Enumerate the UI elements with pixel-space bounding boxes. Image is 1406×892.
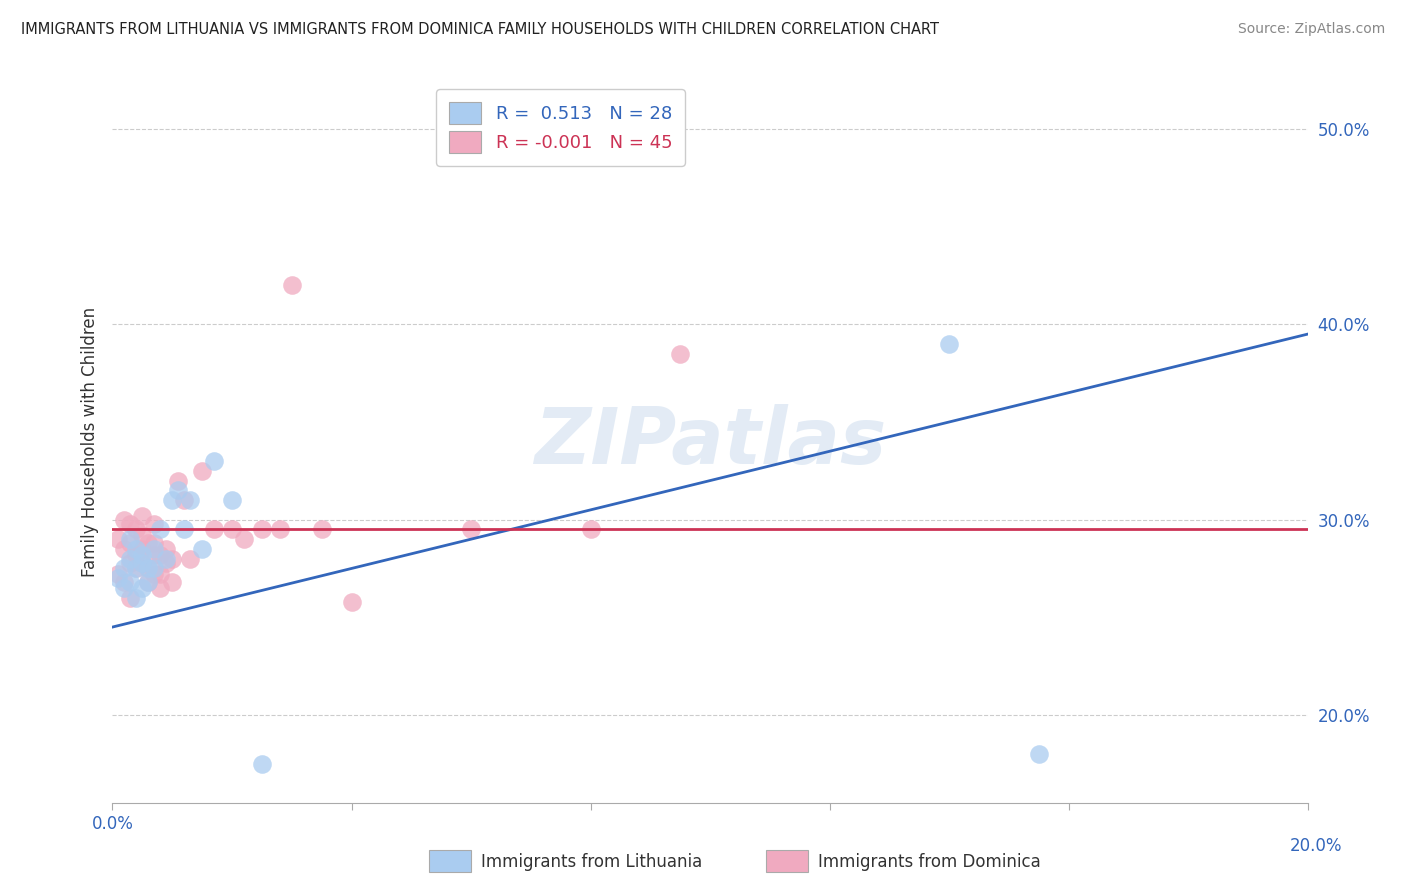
Point <box>120 516 142 531</box>
Point <box>162 575 183 590</box>
Point <box>125 548 148 562</box>
Y-axis label: Family Households with Children: Family Households with Children <box>80 307 98 576</box>
Point <box>179 493 201 508</box>
Text: IMMIGRANTS FROM LITHUANIA VS IMMIGRANTS FROM DOMINICA FAMILY HOUSEHOLDS WITH CHI: IMMIGRANTS FROM LITHUANIA VS IMMIGRANTS … <box>21 22 939 37</box>
Point <box>155 556 177 570</box>
Point <box>250 523 273 537</box>
Text: 20.0%: 20.0% <box>1291 837 1343 855</box>
Point <box>221 493 243 508</box>
Point <box>120 575 142 590</box>
Point <box>125 561 148 575</box>
Point <box>114 561 135 575</box>
Point <box>143 541 166 556</box>
Point <box>120 591 142 605</box>
Point <box>149 567 172 582</box>
Point <box>143 548 166 562</box>
Point <box>162 493 183 508</box>
Point <box>125 591 148 605</box>
Point <box>579 523 602 537</box>
Point <box>149 523 172 537</box>
Point <box>340 595 363 609</box>
Point <box>250 756 273 771</box>
Point <box>120 551 142 566</box>
Text: Source: ZipAtlas.com: Source: ZipAtlas.com <box>1237 22 1385 37</box>
Point <box>138 536 160 550</box>
Point <box>233 532 256 546</box>
Point <box>269 523 291 537</box>
Point <box>162 551 183 566</box>
Point <box>149 581 172 595</box>
Point <box>143 516 166 531</box>
Point <box>138 561 160 575</box>
Point <box>131 548 153 562</box>
Legend: R =  0.513   N = 28, R = -0.001   N = 45: R = 0.513 N = 28, R = -0.001 N = 45 <box>436 89 685 166</box>
Point <box>1028 747 1050 761</box>
Point <box>125 561 148 575</box>
Point <box>221 523 243 537</box>
Point <box>125 523 148 537</box>
Point <box>191 464 214 478</box>
Point <box>167 483 190 498</box>
Point <box>125 541 148 556</box>
Point <box>179 551 201 566</box>
Point <box>311 523 333 537</box>
Point <box>131 541 153 556</box>
Point <box>138 575 160 590</box>
Point <box>114 513 135 527</box>
Point <box>114 581 135 595</box>
Point <box>167 474 190 488</box>
Point <box>131 556 153 570</box>
Point <box>143 536 166 550</box>
Point <box>138 575 160 590</box>
Point <box>155 551 177 566</box>
Point <box>202 454 225 468</box>
Point <box>120 532 142 546</box>
Point <box>460 523 482 537</box>
Point <box>669 346 692 360</box>
Point <box>173 493 195 508</box>
Text: ZIPatlas: ZIPatlas <box>534 403 886 480</box>
Point <box>131 556 153 570</box>
Point <box>202 523 225 537</box>
Point <box>120 556 142 570</box>
Point <box>173 523 195 537</box>
Point <box>107 571 129 585</box>
Point <box>149 548 172 562</box>
Point <box>114 541 135 556</box>
Point <box>131 508 153 523</box>
Point <box>114 575 135 590</box>
Point <box>281 278 304 293</box>
Point <box>131 528 153 542</box>
Point <box>143 561 166 575</box>
Point <box>138 561 160 575</box>
Text: Immigrants from Dominica: Immigrants from Dominica <box>818 853 1040 871</box>
Point <box>131 581 153 595</box>
Point <box>107 567 129 582</box>
Text: Immigrants from Lithuania: Immigrants from Lithuania <box>481 853 702 871</box>
Point <box>120 536 142 550</box>
Point <box>143 567 166 582</box>
Point <box>107 532 129 546</box>
Point <box>191 541 214 556</box>
Point <box>938 337 960 351</box>
Point <box>155 541 177 556</box>
